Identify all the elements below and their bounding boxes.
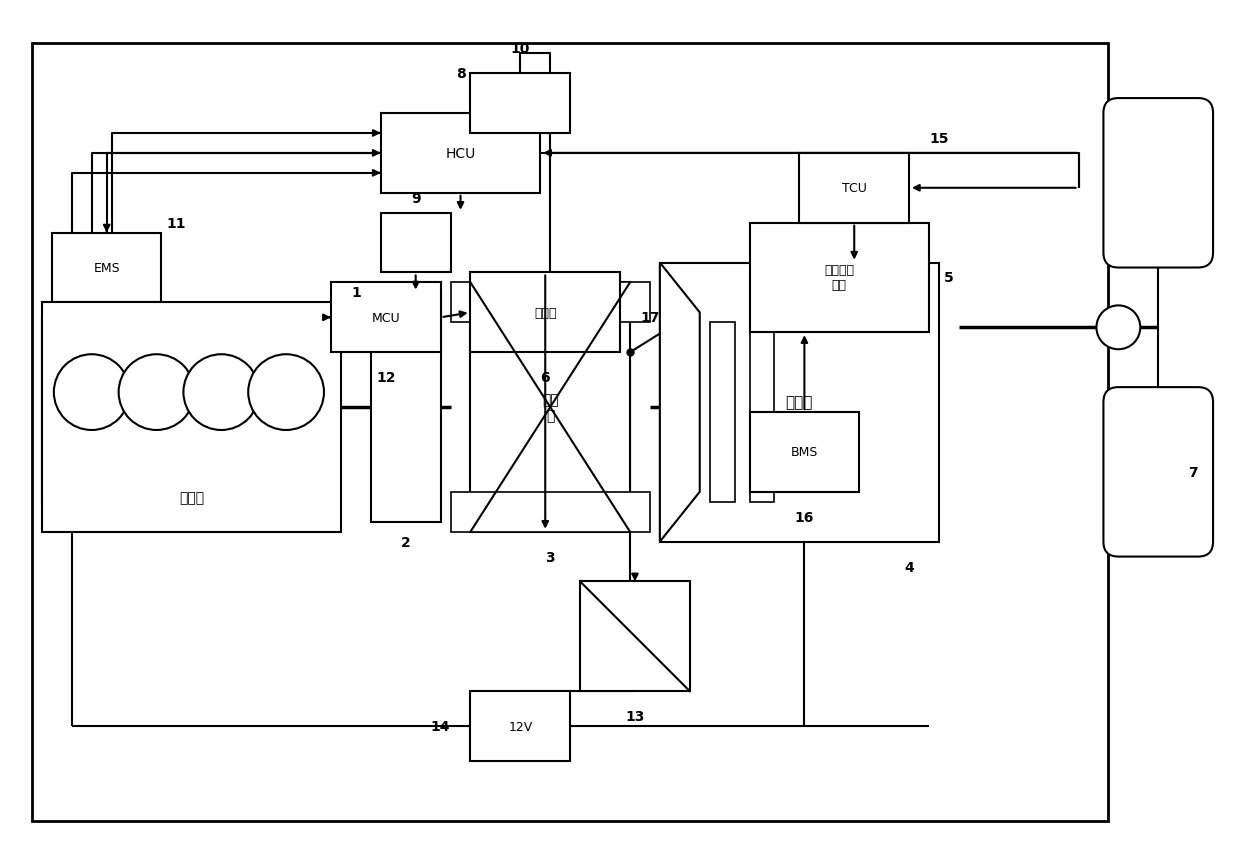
Bar [42,303,341,532]
Bar [450,283,650,323]
Text: MCU: MCU [372,312,401,325]
Text: HCU: HCU [445,147,476,161]
Bar [580,582,689,691]
Bar [470,283,630,532]
Text: 高压储能
装置: 高压储能 装置 [825,264,854,292]
Text: BMS: BMS [791,446,818,459]
Text: 发动机: 发动机 [179,490,203,504]
Bar [800,153,909,223]
Text: 17: 17 [640,311,660,325]
Text: 5: 5 [944,271,954,285]
Bar [381,114,541,193]
Text: 逆变器: 逆变器 [534,307,557,320]
Text: 15: 15 [929,132,949,146]
Text: 电动
机: 电动 机 [542,393,558,423]
Text: 3: 3 [546,550,556,564]
Text: 16: 16 [795,510,815,524]
Bar [709,323,734,502]
Bar [470,74,570,134]
Bar [470,691,570,761]
Circle shape [184,354,259,430]
Bar [52,233,161,303]
FancyBboxPatch shape [1104,388,1213,557]
Text: TCU: TCU [842,182,867,195]
Text: 7: 7 [1188,465,1198,480]
Circle shape [248,354,324,430]
Circle shape [119,354,195,430]
Text: 13: 13 [625,709,645,723]
Text: EMS: EMS [93,262,120,274]
Bar [32,44,1109,820]
Text: 12V: 12V [508,720,532,733]
Polygon shape [660,263,699,542]
Text: 14: 14 [430,719,450,734]
Bar [749,323,775,502]
Text: 11: 11 [166,216,186,230]
Text: 10: 10 [511,43,529,56]
Bar [371,293,440,522]
Bar [749,412,859,492]
Bar [450,492,650,532]
FancyBboxPatch shape [1104,99,1213,268]
Text: 2: 2 [401,535,410,549]
Circle shape [53,354,130,430]
Text: 9: 9 [410,192,420,205]
Bar [381,214,450,273]
Text: 12: 12 [376,371,396,385]
Circle shape [1096,306,1141,350]
Bar [470,273,620,353]
Text: 1: 1 [351,286,361,300]
Text: 6: 6 [541,371,551,385]
Text: 8: 8 [455,67,465,81]
Text: 变速器: 变速器 [786,395,813,410]
Bar [331,283,440,353]
Text: 4: 4 [904,560,914,574]
Bar [749,223,929,333]
Bar [660,263,939,542]
